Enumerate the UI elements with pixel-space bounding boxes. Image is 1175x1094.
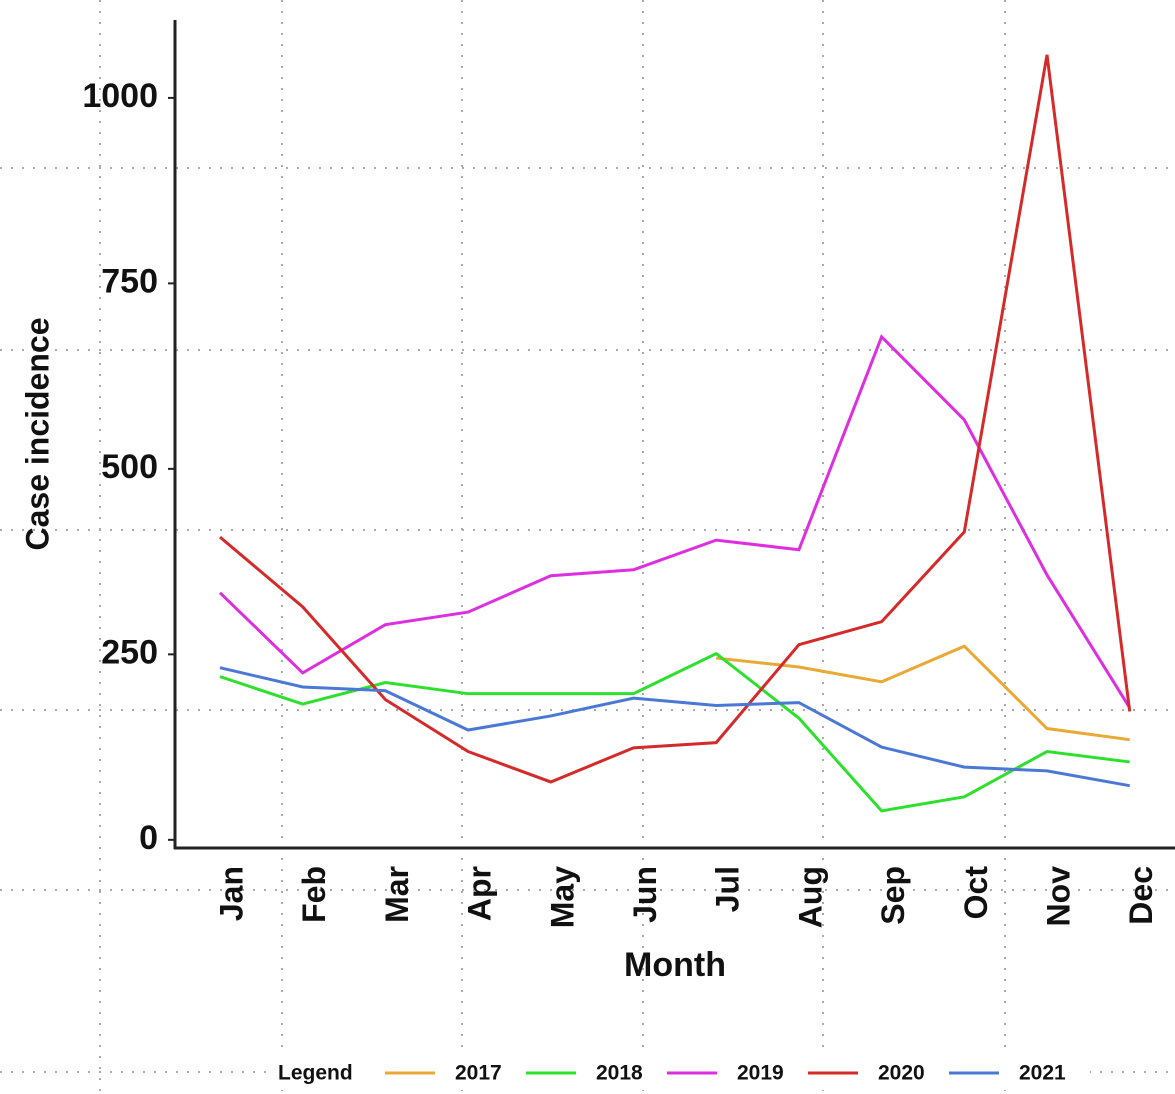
- x-tick-label: Sep: [875, 866, 911, 925]
- series-line: [219, 54, 1132, 784]
- x-tick-label: Oct: [958, 866, 994, 920]
- y-tick-label: 500: [101, 448, 158, 486]
- x-axis-label: Month: [624, 946, 726, 984]
- x-tick-label: Jan: [213, 866, 249, 921]
- x-tick-label: May: [544, 866, 580, 928]
- x-tick-label: Mar: [379, 866, 415, 923]
- y-tick-label: 1000: [82, 77, 158, 115]
- legend-label: 2021: [1019, 1062, 1066, 1085]
- y-axis-label: Case incidence: [19, 318, 55, 551]
- x-tick-label: Jun: [627, 866, 663, 923]
- x-tick-label: Dec: [1123, 866, 1159, 925]
- y-tick-label: 250: [101, 633, 158, 671]
- series-line: [219, 651, 1130, 813]
- legend-label: 2018: [596, 1062, 643, 1085]
- legend-label: 2017: [455, 1062, 502, 1085]
- legend-label: 2019: [737, 1062, 784, 1085]
- x-tick-label: Apr: [462, 866, 498, 921]
- series-line: [219, 666, 1130, 788]
- y-tick-label: 750: [101, 262, 158, 300]
- x-tick-label: Feb: [296, 866, 332, 923]
- legend-title: Legend: [278, 1062, 353, 1085]
- x-tick-label: Aug: [792, 866, 828, 928]
- legend-label: 2020: [878, 1062, 925, 1085]
- series-line: [218, 334, 1131, 709]
- x-tick-label: Jul: [710, 866, 746, 912]
- y-tick-label: 0: [139, 819, 158, 857]
- x-tick-label: Nov: [1040, 866, 1076, 927]
- series-line: [716, 644, 1130, 742]
